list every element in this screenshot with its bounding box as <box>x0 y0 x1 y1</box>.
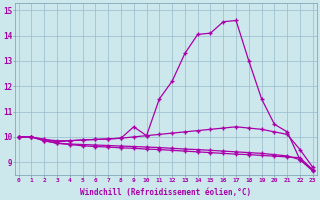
X-axis label: Windchill (Refroidissement éolien,°C): Windchill (Refroidissement éolien,°C) <box>80 188 251 197</box>
